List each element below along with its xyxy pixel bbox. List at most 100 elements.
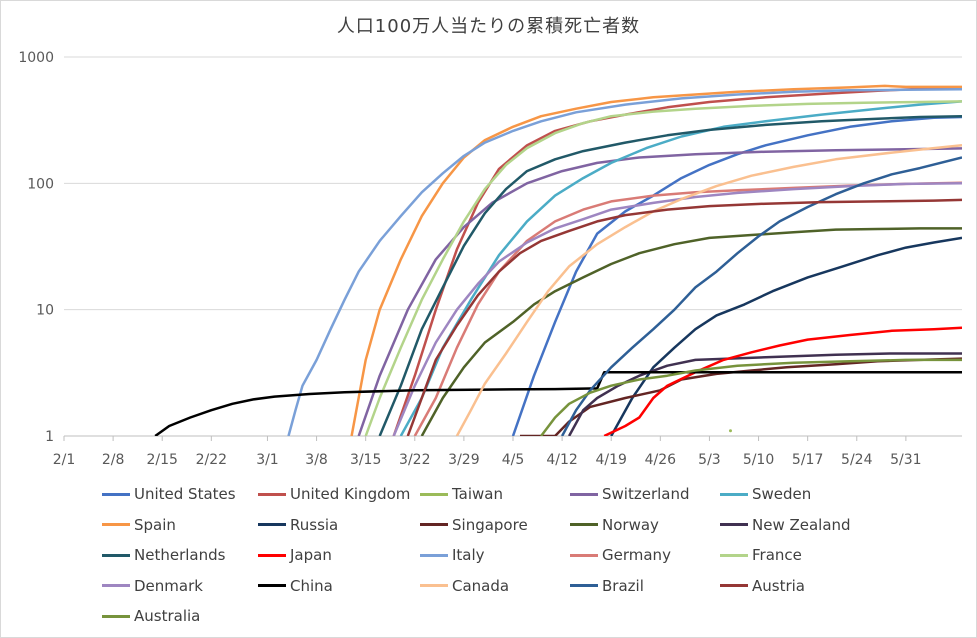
- legend-swatch: [720, 584, 748, 587]
- series-line-china: [154, 370, 962, 436]
- legend-item-united-states: United States: [102, 483, 236, 505]
- legend-item-switzerland: Switzerland: [570, 483, 690, 505]
- y-tick-label: 100: [27, 176, 54, 192]
- legend-swatch: [102, 492, 130, 496]
- x-tick-label: 2/22: [196, 452, 227, 468]
- series-line-japan: [603, 326, 962, 436]
- legend-item-norway: Norway: [570, 514, 659, 536]
- legend-label: Russia: [290, 515, 339, 534]
- series-line-austria: [406, 198, 962, 436]
- legend-swatch: [102, 553, 130, 557]
- y-tick-label: 1000: [18, 50, 54, 66]
- legend-label: Australia: [134, 607, 201, 625]
- y-tick-label: 10: [36, 303, 54, 319]
- legend-label: Germany: [602, 546, 671, 564]
- series-line-russia: [610, 236, 962, 436]
- series-line-denmark: [392, 182, 962, 436]
- x-tick-label: 3/1: [256, 452, 279, 468]
- legend-label: Austria: [752, 576, 805, 595]
- legend-swatch: [102, 614, 130, 618]
- legend-label: Spain: [134, 515, 176, 534]
- series-line-australia: [540, 358, 962, 436]
- legend-item-russia: Russia: [258, 514, 338, 536]
- series-line-spain: [350, 84, 962, 436]
- legend-swatch: [720, 492, 748, 496]
- legend-swatch: [570, 553, 598, 557]
- legend-swatch: [570, 584, 598, 587]
- x-tick-label: 4/12: [546, 452, 577, 468]
- x-tick-label: 3/29: [448, 452, 479, 468]
- series-line-brazil: [561, 156, 962, 436]
- legend-swatch: [258, 492, 286, 496]
- legend-label: United Kingdom: [290, 485, 411, 503]
- legend-item-taiwan: Taiwan: [420, 483, 503, 505]
- legend-label: Denmark: [134, 576, 203, 595]
- legend-label: Taiwan: [452, 485, 504, 503]
- legend-label: France: [752, 546, 802, 564]
- legend-label: Netherlands: [134, 546, 226, 564]
- series-line-taiwan: [728, 429, 732, 433]
- legend-label: Norway: [602, 515, 659, 534]
- x-tick-label: 5/10: [743, 452, 774, 468]
- legend-swatch: [720, 523, 748, 526]
- x-tick-label: 2/8: [102, 452, 125, 468]
- legend-item-japan: Japan: [258, 544, 332, 566]
- legend-label: Canada: [452, 576, 510, 595]
- series-line-italy: [287, 88, 962, 436]
- legend-swatch: [102, 584, 130, 587]
- legend-label: Brazil: [602, 576, 644, 595]
- x-tick-label: 3/15: [350, 452, 381, 468]
- series-line-sweden: [399, 100, 962, 436]
- series-line-united-kingdom: [392, 86, 962, 436]
- legend-item-singapore: Singapore: [420, 514, 528, 536]
- x-tick-label: 3/8: [305, 452, 328, 468]
- legend-swatch: [420, 584, 448, 587]
- legend-item-new-zealand: New Zealand: [720, 514, 851, 536]
- chart-title: 人口100万人当たりの累積死亡者数: [336, 16, 641, 37]
- legend-label: Switzerland: [602, 485, 690, 503]
- series-line-switzerland: [357, 147, 962, 436]
- x-tick-label: 3/22: [399, 452, 430, 468]
- legend-item-sweden: Sweden: [720, 483, 811, 505]
- y-tick-label: 1: [45, 429, 54, 445]
- legend-label: Sweden: [752, 485, 812, 503]
- legend-label: Italy: [452, 546, 485, 564]
- legend-item-china: China: [258, 575, 333, 597]
- legend-item-denmark: Denmark: [102, 575, 203, 597]
- series-line-canada: [455, 144, 962, 436]
- legend-swatch: [420, 492, 448, 496]
- legend-swatch: [570, 523, 598, 526]
- legend-swatch: [420, 523, 448, 526]
- x-tick-label: 2/1: [53, 452, 76, 468]
- legend-label: Singapore: [452, 515, 528, 534]
- legend-item-spain: Spain: [102, 514, 176, 536]
- legend-label: United States: [134, 485, 236, 503]
- legend-item-france: France: [720, 544, 802, 566]
- legend-swatch: [258, 553, 286, 557]
- x-tick-label: 5/24: [841, 452, 873, 468]
- legend-item-austria: Austria: [720, 575, 805, 597]
- series-line-norway: [420, 227, 962, 436]
- legend-swatch: [258, 584, 286, 587]
- legend-label: China: [290, 576, 333, 595]
- legend-swatch: [102, 523, 130, 526]
- legend-swatch: [720, 553, 748, 557]
- legend-item-italy: Italy: [420, 544, 485, 566]
- legend-item-netherlands: Netherlands: [102, 544, 225, 566]
- series-line-united-states: [511, 115, 962, 436]
- legend-item-united-kingdom: United Kingdom: [258, 483, 410, 505]
- x-tick-label: 5/31: [890, 452, 921, 468]
- x-tick-label: 2/15: [146, 452, 177, 468]
- plot-area: 1 10 100 1000 2/1 2/8 2/15 2/22 3/1 3/8 3/15 3/22 3/…: [18, 50, 962, 468]
- legend-label: New Zealand: [752, 515, 851, 534]
- legend-swatch: [570, 492, 598, 496]
- legend-item-brazil: Brazil: [570, 575, 644, 597]
- x-tick-label: 5/3: [698, 452, 721, 468]
- x-tick-label: 4/5: [502, 452, 525, 468]
- legend-swatch: [258, 523, 286, 526]
- legend-item-australia: Australia: [102, 605, 200, 627]
- x-tick-label: 5/17: [792, 452, 823, 468]
- x-tick-label: 4/19: [595, 452, 626, 468]
- legend-item-germany: Germany: [570, 544, 671, 566]
